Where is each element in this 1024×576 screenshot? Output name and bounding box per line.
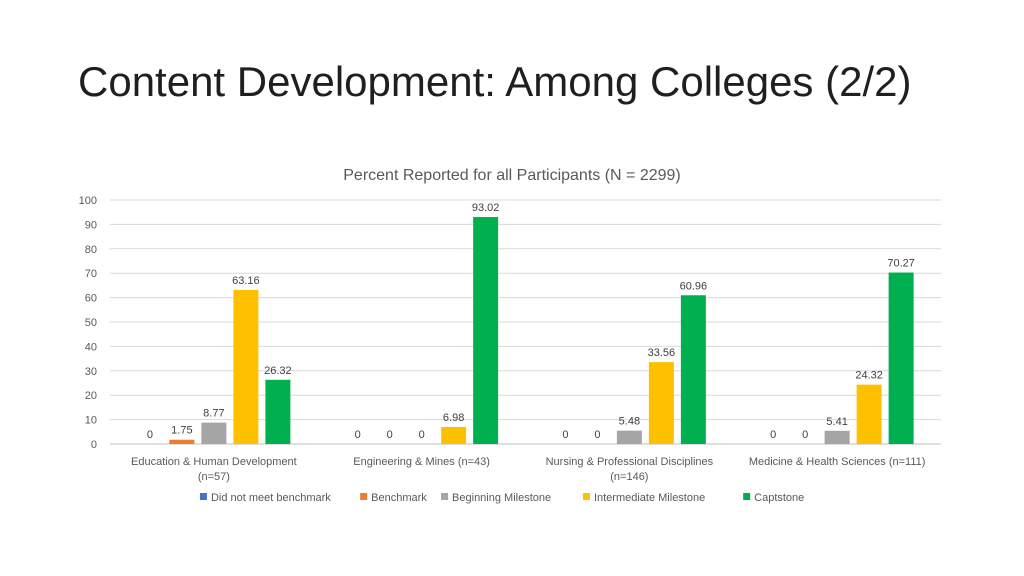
data-label: 1.75 <box>171 425 192 437</box>
data-label: 70.27 <box>887 258 915 270</box>
data-label: 63.16 <box>232 275 260 287</box>
data-label: 5.41 <box>826 416 847 428</box>
data-label: 26.32 <box>264 365 292 377</box>
data-label: 60.96 <box>680 280 708 292</box>
y-tick-label: 70 <box>85 268 97 280</box>
data-label: 0 <box>562 429 568 441</box>
data-label: 0 <box>419 429 425 441</box>
bar-beginning-milestone <box>616 430 642 444</box>
bar-intermediate-milestone <box>648 362 674 444</box>
data-label: 24.32 <box>855 370 883 382</box>
legend-swatch <box>582 493 590 500</box>
bar-captstone <box>888 272 914 444</box>
legend-swatch <box>360 493 368 500</box>
y-tick-label: 80 <box>85 244 97 256</box>
data-label: 0 <box>147 429 153 441</box>
data-label: 0 <box>355 429 361 441</box>
bar-intermediate-milestone <box>233 289 259 444</box>
y-tick-label: 20 <box>85 390 97 402</box>
y-tick-label: 100 <box>79 195 97 207</box>
y-tick-label: 50 <box>85 317 97 329</box>
data-label: 0 <box>770 429 776 441</box>
legend-swatch <box>743 493 751 500</box>
legend-label: Beginning Milestone <box>452 492 551 504</box>
x-category-label: Nursing & Professional Disciplines <box>546 456 714 468</box>
y-tick-label: 0 <box>91 439 97 451</box>
legend-swatch <box>441 493 449 500</box>
legend-label: Did not meet benchmark <box>211 492 331 504</box>
bar-captstone <box>473 217 499 444</box>
bar-beginning-milestone <box>201 422 227 444</box>
legend-label: Intermediate Milestone <box>594 492 705 504</box>
y-tick-label: 90 <box>85 219 97 231</box>
data-label: 0 <box>594 429 600 441</box>
bar-intermediate-milestone <box>441 426 467 444</box>
data-label: 5.48 <box>619 416 640 428</box>
x-category-label: (n=57) <box>198 471 230 483</box>
x-category-label: Engineering & Mines (n=43) <box>353 456 490 468</box>
chart-title: Percent Reported for all Participants (N… <box>343 167 681 184</box>
slide-title: Content Development: Among Colleges (2/2… <box>78 58 912 105</box>
y-tick-label: 30 <box>85 366 97 378</box>
y-tick-label: 40 <box>85 341 97 353</box>
legend-swatch <box>199 493 207 500</box>
data-label: 0 <box>802 429 808 441</box>
x-category-label: Medicine & Health Sciences (n=111) <box>749 456 926 468</box>
bar-benchmark <box>169 439 195 444</box>
data-label: 33.56 <box>648 347 676 359</box>
legend-label: Benchmark <box>371 492 427 504</box>
bar-captstone <box>265 379 291 444</box>
bar-beginning-milestone <box>824 430 850 444</box>
x-category-label: Education & Human Development <box>131 456 297 468</box>
data-label: 0 <box>387 429 393 441</box>
bar-captstone <box>680 295 706 444</box>
y-tick-label: 10 <box>85 415 97 427</box>
data-label: 93.02 <box>472 202 500 214</box>
data-label: 6.98 <box>443 412 464 424</box>
x-category-label: (n=146) <box>610 471 648 483</box>
bar-intermediate-milestone <box>856 384 882 444</box>
legend-label: Captstone <box>754 492 804 504</box>
data-label: 8.77 <box>203 408 224 420</box>
y-tick-label: 60 <box>85 293 97 305</box>
